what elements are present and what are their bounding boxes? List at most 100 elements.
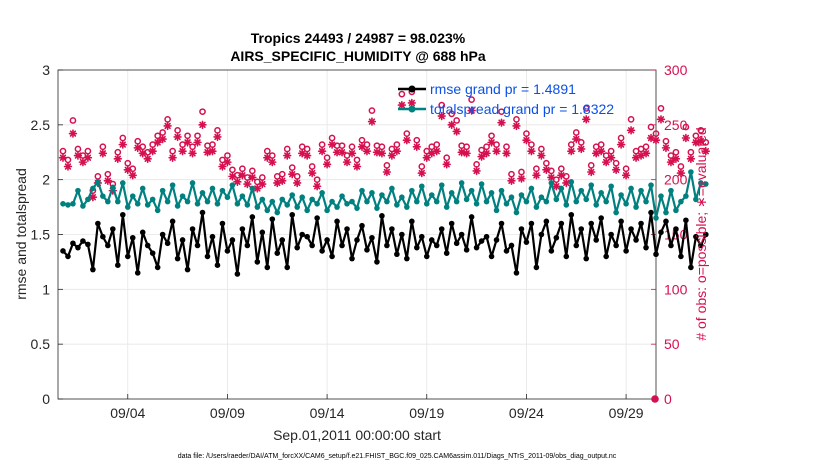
rmse-point — [578, 226, 585, 232]
obs-possible-point — [667, 152, 675, 159]
obs-evaluated-point — [616, 140, 626, 149]
obs-evaluated-stroke — [543, 166, 550, 173]
totalspread-point — [90, 185, 96, 192]
obs-evaluated-point — [213, 132, 222, 142]
obs-possible-point — [368, 107, 376, 114]
rmse-point — [154, 264, 161, 271]
obs-evaluated-point — [502, 149, 511, 158]
obs-count-markers — [58, 88, 711, 403]
rmse-point — [184, 266, 191, 273]
obs-possible-point — [433, 141, 441, 148]
obs-evaluated-stroke — [214, 133, 221, 141]
totalspread-point — [124, 204, 131, 210]
obs-possible-point — [672, 148, 680, 156]
obs-possible-point — [577, 139, 585, 146]
obs-evaluated-stroke — [553, 183, 560, 190]
obs-possible-point — [154, 132, 162, 140]
obs-evaluated-stroke — [139, 150, 146, 157]
obs-evaluated-stroke — [617, 141, 625, 148]
obs-evaluated-point — [507, 176, 516, 185]
rmse-point — [60, 248, 66, 254]
rmse-point — [438, 226, 445, 232]
rmse-point — [354, 237, 360, 243]
totalspread-point — [638, 187, 644, 194]
y-tick-label-right: 250 — [664, 117, 688, 133]
obs-evaluated-stroke — [533, 172, 540, 179]
obs-evaluated-point — [417, 168, 426, 178]
obs-evaluated-stroke — [224, 158, 231, 166]
rmse-point — [543, 218, 550, 225]
obs-possible-point — [543, 159, 550, 167]
rmse-point — [129, 234, 136, 241]
obs-evaluated-stroke — [209, 147, 216, 155]
obs-evaluated-stroke — [418, 169, 425, 177]
obs-evaluated-stroke — [612, 166, 620, 173]
obs-evaluated-stroke — [289, 171, 296, 178]
obs-possible-point — [508, 170, 515, 178]
obs-evaluated-point — [512, 121, 521, 131]
obs-possible-point — [468, 96, 475, 103]
obs-possible-point — [59, 147, 67, 155]
obs-evaluated-stroke — [144, 155, 151, 163]
obs-evaluated-point — [243, 179, 252, 189]
totalspread-point — [588, 182, 595, 188]
obs-evaluated-point — [302, 151, 312, 160]
obs-possible-point — [518, 168, 525, 176]
totalspread-point — [513, 209, 520, 216]
obs-evaluated-point — [138, 149, 147, 158]
rmse-point — [304, 233, 310, 240]
obs-evaluated-stroke — [413, 143, 420, 150]
obs-evaluated-point — [322, 160, 332, 169]
totalspread-line — [62, 170, 707, 220]
totalspread-point — [603, 198, 609, 205]
totalspread-point — [269, 198, 276, 205]
obs-evaluated-stroke — [269, 158, 276, 166]
totalspread-point — [563, 202, 570, 208]
obs-evaluated-point — [462, 149, 471, 158]
totalspread-point — [548, 180, 555, 186]
totalspread-point — [239, 193, 246, 199]
totalspread-point — [60, 200, 66, 207]
obs-evaluated-stroke — [493, 147, 500, 155]
rmse-point — [488, 253, 495, 260]
totalspread-point — [693, 196, 699, 203]
rmse-point — [608, 231, 614, 238]
obs-possible-point — [348, 143, 356, 151]
rmse-point — [394, 251, 400, 258]
rmse-point — [264, 264, 271, 271]
obs-evaluated-point — [537, 151, 546, 160]
obs-possible-point — [403, 130, 411, 137]
obs-possible-point — [94, 173, 102, 180]
rmse-point — [259, 229, 266, 236]
obs-evaluated-stroke — [682, 134, 690, 142]
y-tick-label-right: 300 — [664, 62, 688, 78]
obs-evaluated-stroke — [134, 144, 141, 152]
totalspread-point — [164, 198, 171, 205]
obs-evaluated-point — [596, 146, 606, 156]
totalspread-point — [334, 204, 340, 210]
obs-evaluated-point — [656, 115, 666, 124]
y-axis-label-left: rmse and totalspread — [13, 168, 29, 300]
obs-evaluated-stroke — [199, 121, 206, 129]
obs-possible-point — [682, 123, 690, 131]
totalspread-point — [70, 200, 76, 207]
obs-evaluated-stroke — [642, 150, 650, 157]
rmse-point — [593, 237, 599, 243]
totalspread-point — [379, 192, 385, 198]
obs-evaluated-point — [163, 121, 172, 131]
obs-possible-point — [263, 147, 271, 155]
obs-evaluated-stroke — [583, 116, 590, 123]
totalspread-point — [359, 187, 365, 194]
totalspread-point — [309, 196, 315, 203]
rmse-point — [448, 220, 455, 227]
totalspread-point — [683, 193, 689, 199]
obs-possible-point — [184, 132, 191, 140]
obs-possible-point — [393, 141, 401, 148]
totalspread-point — [179, 193, 186, 199]
obs-evaluated-point — [183, 138, 192, 147]
rmse-point — [124, 253, 131, 260]
obs-possible-point — [328, 134, 336, 142]
rmse-point — [289, 211, 296, 218]
obs-evaluated-point — [258, 179, 267, 189]
obs-evaluated-point — [477, 152, 486, 161]
